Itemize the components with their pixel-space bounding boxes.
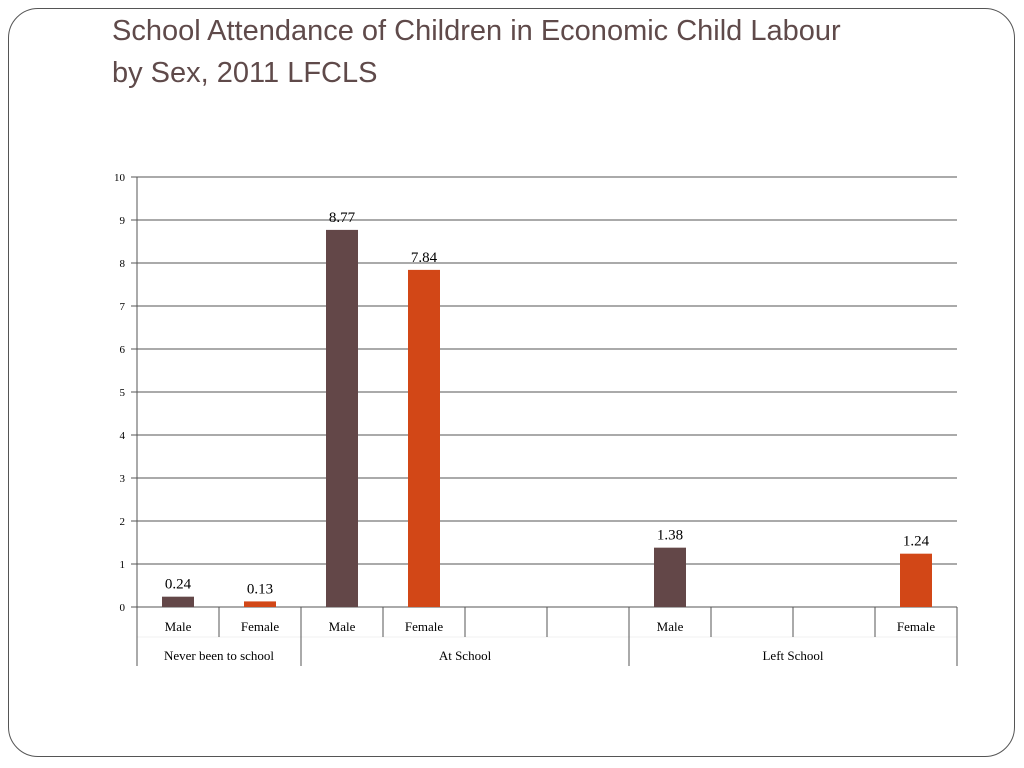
x-tick-label: Male — [657, 619, 684, 634]
y-tick-label: 7 — [120, 301, 126, 313]
y-tick-label: 8 — [120, 258, 126, 270]
group-label: At School — [439, 648, 492, 663]
y-tick-label: 10 — [114, 172, 126, 184]
bar-male — [162, 596, 194, 607]
data-labels: 0.24 0.13 8.77 7.84 1.38 1.24 — [165, 210, 930, 598]
data-label: 0.13 — [247, 581, 273, 597]
data-label: 8.77 — [329, 210, 356, 226]
y-tick-label: 3 — [120, 473, 126, 485]
data-label: 1.24 — [903, 534, 930, 550]
data-label: 7.84 — [411, 250, 438, 266]
x-tick-label: Female — [241, 619, 279, 634]
chart-title-line-1: School Attendance of Children in Economi… — [112, 15, 841, 47]
bar-female — [244, 601, 276, 607]
chart-title-line-2: by Sex, 2011 LFCLS — [112, 57, 378, 89]
y-axis: 0 1 2 3 4 5 6 7 8 9 10 — [114, 172, 138, 614]
y-tick-label: 0 — [120, 602, 126, 614]
chart-title: School Attendance of Children in Economi… — [112, 10, 992, 94]
y-tick-label: 1 — [120, 559, 126, 571]
y-tick-label: 2 — [120, 516, 126, 528]
gridlines — [131, 176, 957, 608]
bar-male — [326, 229, 358, 607]
bar-female — [900, 553, 932, 607]
x-tick-label: Female — [405, 619, 443, 634]
data-label: 1.38 — [657, 528, 683, 544]
bars — [162, 229, 932, 607]
bar-female — [408, 269, 440, 607]
group-label: Never been to school — [164, 648, 274, 663]
slide-frame — [8, 8, 1015, 757]
y-tick-label: 6 — [120, 344, 126, 356]
x-tick-label: Male — [165, 619, 192, 634]
y-tick-label: 5 — [120, 387, 126, 399]
x-tick-label: Female — [897, 619, 935, 634]
group-label: Left School — [762, 648, 823, 663]
y-tick-label: 4 — [120, 430, 126, 442]
bar-male — [654, 547, 686, 607]
data-label: 0.24 — [165, 577, 192, 593]
y-tick-label: 9 — [120, 215, 126, 227]
x-tick-label: Male — [329, 619, 356, 634]
x-axis: Male Female Male Female Male Female Never been… — [136, 607, 958, 666]
